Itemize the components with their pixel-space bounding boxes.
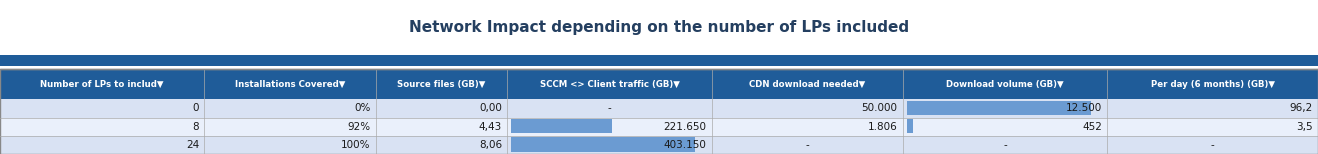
Text: -: - [1211, 140, 1214, 150]
Bar [907, 119, 913, 134]
Text: Number of LPs to includ▼: Number of LPs to includ▼ [41, 80, 163, 89]
Bar [0, 136, 1318, 154]
Text: 8: 8 [192, 122, 199, 132]
Text: SCCM <> Client traffic (GB)▼: SCCM <> Client traffic (GB)▼ [539, 80, 680, 89]
Text: 24: 24 [186, 140, 199, 150]
Text: 92%: 92% [347, 122, 370, 132]
Text: Network Impact depending on the number of LPs included: Network Impact depending on the number o… [409, 20, 909, 35]
Bar [511, 119, 613, 134]
Text: 96,2: 96,2 [1289, 103, 1313, 113]
Text: 8,06: 8,06 [478, 140, 502, 150]
Text: 452: 452 [1082, 122, 1102, 132]
Text: 3,5: 3,5 [1296, 122, 1313, 132]
Text: 12.500: 12.500 [1065, 103, 1102, 113]
Text: CDN download needed▼: CDN download needed▼ [749, 80, 866, 89]
Text: Download volume (GB)▼: Download volume (GB)▼ [946, 80, 1064, 89]
Bar [0, 69, 1318, 154]
Text: 100%: 100% [341, 140, 370, 150]
Text: Per day (6 months) (GB)▼: Per day (6 months) (GB)▼ [1151, 80, 1275, 89]
Text: 1.806: 1.806 [867, 122, 898, 132]
Text: 0,00: 0,00 [480, 103, 502, 113]
Bar [0, 55, 1318, 66]
Bar [0, 69, 1318, 99]
Text: 0: 0 [192, 103, 199, 113]
Text: -: - [1003, 140, 1007, 150]
Text: 0%: 0% [355, 103, 370, 113]
Bar [907, 101, 1091, 115]
Bar [0, 118, 1318, 136]
Bar [511, 138, 696, 152]
Text: -: - [805, 140, 809, 150]
Text: -: - [608, 103, 612, 113]
Bar [0, 99, 1318, 118]
Text: 221.650: 221.650 [663, 122, 706, 132]
Text: Installations Covered▼: Installations Covered▼ [235, 80, 345, 89]
Text: 50.000: 50.000 [862, 103, 898, 113]
Text: 403.150: 403.150 [663, 140, 706, 150]
Text: 4,43: 4,43 [478, 122, 502, 132]
Text: Source files (GB)▼: Source files (GB)▼ [397, 80, 486, 89]
